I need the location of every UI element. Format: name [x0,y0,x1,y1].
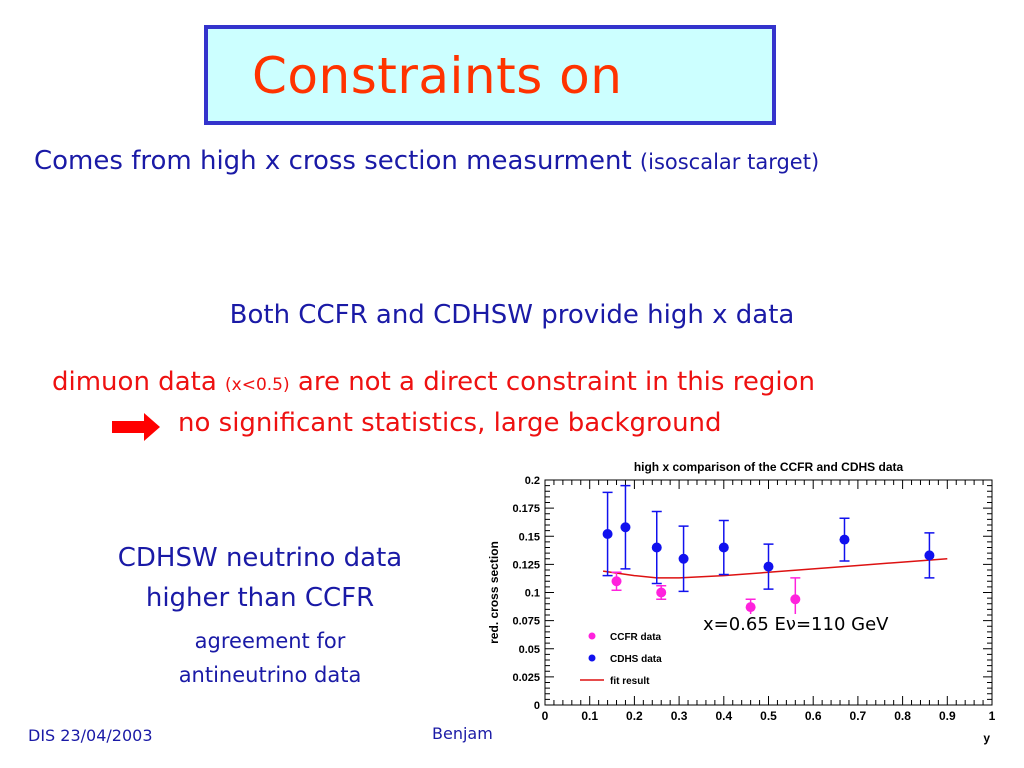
chart-title: high x comparison of the CCFR and CDHS d… [634,460,904,474]
legend-label: CDHS data [610,654,662,665]
ccfr-point [790,594,801,605]
title-box: Constraints on [204,25,776,125]
legend-label: CCFR data [610,632,662,643]
subtitle: Comes from high x cross section measurme… [34,146,819,176]
cdhsw-line1: CDHSW neutrino data [117,543,403,573]
slide-title: Constraints on [252,47,623,105]
y-tick-label: 0.025 [512,672,540,684]
both-line: Both CCFR and CDHSW provide high x data [229,300,795,330]
dimuon-small: (x<0.5) [225,375,290,395]
y-tick-label: 0.075 [512,616,540,628]
y-tick-label: 0 [534,700,540,712]
fit-result-line [602,558,948,579]
footer-author: Benjam [432,724,493,743]
subtitle-small: (isoscalar target) [639,150,820,174]
cdhs-point [678,553,689,564]
x-tick-label: 0.9 [939,709,956,723]
dimuon-line: dimuon data (x<0.5) are not a direct con… [52,367,815,397]
y-tick-label: 0.05 [519,644,540,656]
agree-line2: antineutrino data [178,663,362,687]
y-tick-label: 0.125 [512,559,540,571]
y-tick-label: 0.1 [525,588,540,600]
x-axis-label: y [983,731,990,745]
cdhsw-line2: higher than CCFR [145,583,375,613]
cdhs-point [718,542,729,553]
cross-section-chart: high x comparison of the CCFR and CDHS d… [487,460,996,745]
y-tick-label: 0.175 [512,503,540,515]
x-tick-label: 0.8 [894,709,911,723]
ccfr-point [745,602,756,613]
cdhs-point [839,534,850,545]
x-tick-label: 0.3 [671,709,688,723]
x-tick-label: 1 [989,709,996,723]
agree-line1: agreement for [194,629,346,653]
subtitle-main: Comes from high x cross section measurme… [34,146,640,176]
y-tick-label: 0.15 [519,531,540,543]
x-tick-label: 0 [542,709,549,723]
x-tick-label: 0.5 [760,709,777,723]
cdhs-point [924,550,935,561]
plot-frame [544,479,993,706]
ccfr-point [656,587,667,598]
x-tick-label: 0.1 [581,709,598,723]
cdhs-point [620,522,631,533]
y-axis-label: red. cross section [487,541,501,644]
right-arrow-icon [112,413,160,441]
no-significant-line: no significant statistics, large backgro… [178,408,722,438]
ccfr-point [611,576,622,587]
dimuon-pre: dimuon data [52,367,226,397]
x-tick-label: 0.7 [850,709,867,723]
chart-annotation: x=0.65 Eν=110 GeV [700,614,892,635]
cdhs-point [651,542,662,553]
cdhs-point [602,529,613,539]
footer-date: DIS 23/04/2003 [28,726,153,745]
x-tick-label: 0.2 [626,709,643,723]
cdhs-point [763,561,774,572]
cdhsw-note: CDHSW neutrino data higher than CCFR [60,538,460,618]
x-tick-label: 0.4 [715,709,732,723]
dimuon-post: are not a direct constraint in this regi… [289,367,815,397]
agreement-note: agreement for antineutrino data [120,624,420,692]
legend-marker [588,632,596,640]
y-tick-label: 0.2 [525,475,540,487]
legend-marker [588,654,596,662]
legend-label: fit result [610,676,650,687]
x-tick-label: 0.6 [805,709,822,723]
